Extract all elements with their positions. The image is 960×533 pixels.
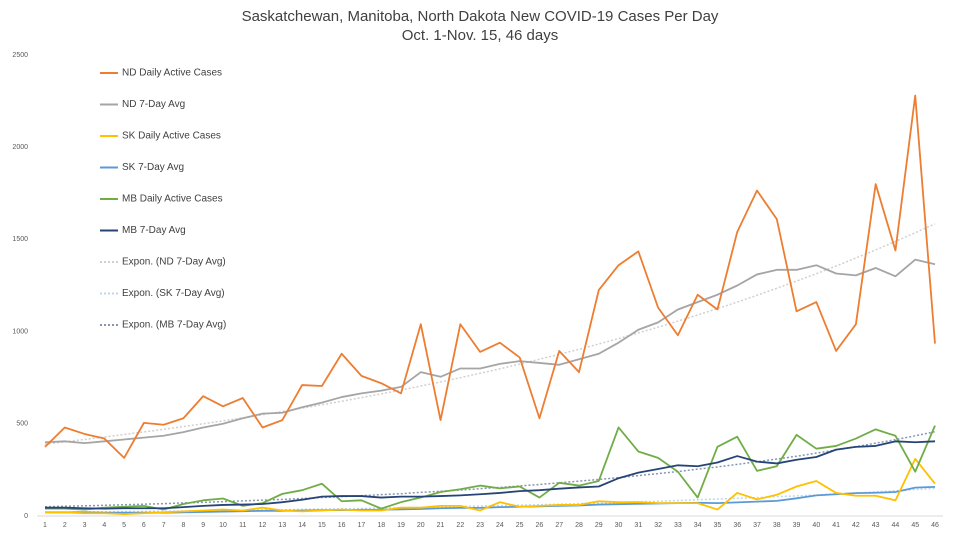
x-tick-label: 5 [122,522,126,529]
x-tick-label: 15 [318,522,326,529]
x-tick-label: 35 [714,522,722,529]
x-tick-label: 8 [181,522,185,529]
x-tick-label: 31 [634,522,642,529]
x-tick-label: 10 [219,522,227,529]
x-tick-label: 33 [674,522,682,529]
x-tick-label: 20 [417,522,425,529]
x-tick-label: 36 [733,522,741,529]
legend-label: SK 7-Day Avg [122,162,184,173]
y-tick-label: 0 [24,513,28,520]
x-tick-label: 9 [201,522,205,529]
x-tick-label: 29 [595,522,603,529]
y-tick-label: 2000 [12,144,28,151]
chart-subtitle: Oct. 1-Nov. 15, 46 days [402,27,558,44]
x-tick-label: 6 [142,522,146,529]
series-line [44,258,936,445]
x-tick-label: 3 [83,522,87,529]
x-tick-label: 30 [615,522,623,529]
x-tick-label: 44 [892,522,900,529]
legend-label: MB Daily Active Cases [122,194,223,205]
y-tick-label: 2500 [12,52,28,59]
x-tick-label: 24 [496,522,504,529]
legend-label: Expon. (SK 7-Day Avg) [122,288,225,299]
x-tick-label: 39 [793,522,801,529]
x-tick-label: 45 [911,522,919,529]
x-tick-label: 40 [812,522,820,529]
y-tick-label: 500 [16,421,28,428]
x-tick-label: 19 [397,522,405,529]
x-tick-label: 21 [437,522,445,529]
y-tick-label: 1500 [12,236,28,243]
series-line [45,440,936,510]
x-tick-label: 16 [338,522,346,529]
x-tick-label: 18 [377,522,385,529]
series-line [45,425,936,511]
legend-label: Expon. (MB 7-Day Avg) [122,320,226,331]
legend-label: ND Daily Active Cases [122,68,222,79]
series-line [45,457,936,516]
x-tick-label: 13 [278,522,286,529]
x-tick-label: 26 [536,522,544,529]
x-tick-label: 28 [575,522,583,529]
series-line [44,94,936,459]
legend-label: Expon. (ND 7-Day Avg) [122,257,226,268]
x-tick-label: 23 [476,522,484,529]
legend-label: MB 7-Day Avg [122,225,186,236]
x-tick-label: 46 [931,522,939,529]
legend-label: ND 7-Day Avg [122,99,185,110]
chart-title: Saskatchewan, Manitoba, North Dakota New… [242,8,719,25]
series-line [45,485,936,514]
x-tick-label: 37 [753,522,761,529]
trend-line [44,223,936,445]
x-tick-label: 25 [516,522,524,529]
x-tick-label: 7 [162,522,166,529]
legend-label: SK Daily Active Cases [122,131,221,142]
x-tick-label: 17 [358,522,366,529]
x-tick-label: 38 [773,522,781,529]
x-tick-label: 12 [259,522,267,529]
x-tick-label: 22 [456,522,464,529]
x-tick-label: 11 [239,522,246,529]
x-tick-label: 1 [43,522,47,529]
x-tick-label: 4 [102,522,106,529]
x-tick-label: 43 [872,522,880,529]
x-tick-label: 41 [832,522,840,529]
x-tick-label: 14 [298,522,306,529]
x-tick-label: 2 [63,522,67,529]
x-tick-label: 32 [654,522,662,529]
y-tick-label: 1000 [12,328,28,335]
x-tick-label: 42 [852,522,860,529]
x-tick-label: 34 [694,522,702,529]
x-tick-label: 27 [555,522,563,529]
